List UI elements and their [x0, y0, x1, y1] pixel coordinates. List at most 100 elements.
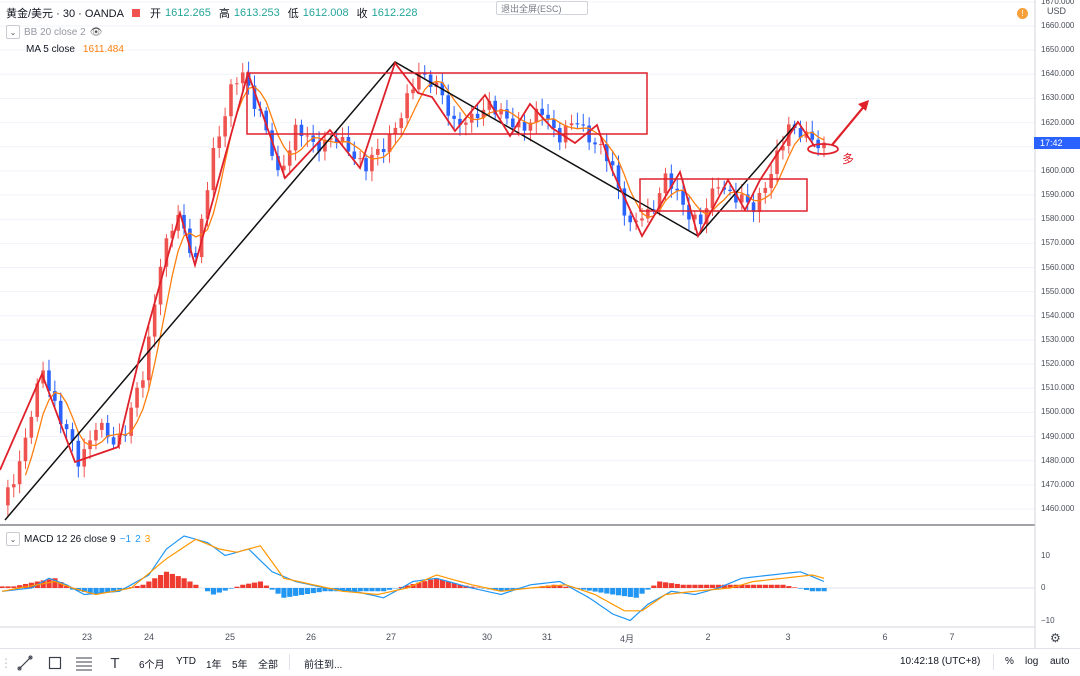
macd-histogram-bar	[645, 588, 650, 590]
price-tick-label: 1460.000	[1041, 504, 1074, 513]
candle-body	[664, 173, 668, 193]
price-tick-label: 1580.000	[1041, 214, 1074, 223]
percent-toggle[interactable]: %	[1005, 656, 1014, 667]
macd-tick-label: 0	[1041, 583, 1045, 592]
macd-histogram-bar	[769, 585, 774, 588]
candle-body	[112, 437, 116, 444]
alert-icon[interactable]: !	[1017, 8, 1028, 19]
range-1y-button[interactable]: 1年	[206, 656, 222, 671]
candle-body	[12, 484, 16, 487]
range-6m-button[interactable]: 6个月	[139, 656, 165, 671]
macd-histogram-bar	[434, 578, 439, 588]
date-tick-label: 24	[144, 632, 154, 642]
macd-histogram-bar	[792, 587, 797, 588]
user-drawings[interactable]	[0, 62, 869, 520]
macd-histogram-bar	[639, 588, 644, 594]
macd-histogram-bar	[228, 588, 233, 589]
macd-histogram-bar	[692, 585, 697, 588]
macd-histogram-bar	[375, 588, 380, 591]
clock-display[interactable]: 10:42:18 (UTC+8)	[900, 656, 980, 667]
ma-legend[interactable]: MA 5 close 1611.484	[26, 44, 124, 55]
macd-histogram-bar	[205, 588, 210, 591]
macd-histogram-bar	[11, 586, 16, 588]
macd-histogram-bar	[364, 588, 369, 591]
red-arrow-line	[832, 104, 866, 145]
range-5y-button[interactable]: 5年	[232, 656, 248, 671]
macd-value-3: 3	[145, 534, 151, 545]
ohlc-open-label: 开	[150, 5, 161, 21]
candle-body	[229, 84, 233, 116]
macd-histogram-bar	[211, 588, 216, 595]
range-ytd-button[interactable]: YTD	[176, 656, 196, 667]
annotation-text: 多	[842, 150, 854, 167]
candle-body	[411, 89, 415, 93]
ohlc-open-value: 1612.265	[165, 7, 211, 19]
macd-histogram-bar	[305, 588, 310, 594]
ohlc-high-label: 高	[219, 5, 230, 21]
date-tick-label: 3	[785, 632, 790, 642]
date-tick-label: 23	[82, 632, 92, 642]
currency-label[interactable]: USD	[1047, 6, 1066, 16]
price-tick-label: 1660.000	[1041, 21, 1074, 30]
current-price-label: 17:42	[1034, 137, 1080, 149]
current-price-time: 17:42	[1040, 138, 1063, 148]
macd-collapse-icon[interactable]: ⌄	[6, 532, 20, 546]
macd-histogram-bar	[593, 588, 598, 592]
macd-histogram-bar	[381, 588, 386, 591]
macd-histogram-bar	[187, 582, 192, 589]
ohlc-high-value: 1613.253	[234, 7, 280, 19]
macd-tick-label: 10	[1041, 551, 1050, 560]
text-tool-icon[interactable]: T	[106, 654, 124, 672]
trendline-tool-icon[interactable]	[16, 654, 34, 672]
flag-icon[interactable]	[132, 9, 140, 17]
candle-body	[570, 123, 574, 125]
toolbar-divider	[289, 654, 290, 670]
auto-toggle[interactable]: auto	[1050, 656, 1069, 667]
ohlc-low-value: 1612.008	[303, 7, 349, 19]
macd-histogram-bar	[158, 575, 163, 588]
candle-body	[728, 190, 732, 191]
macd-histogram-bar	[240, 585, 245, 588]
ma-line	[26, 81, 825, 475]
bb-legend[interactable]: ⌄ BB 20 close 2 👁	[6, 25, 102, 39]
candle-body	[135, 388, 139, 408]
candle-body	[640, 218, 644, 220]
eye-hidden-icon[interactable]: 👁	[90, 27, 103, 38]
price-tick-label: 1600.000	[1041, 166, 1074, 175]
candle-body	[758, 193, 762, 212]
ma-label: MA 5 close	[26, 44, 75, 55]
macd-histogram-bar	[5, 586, 10, 588]
gear-icon[interactable]: ⚙	[1050, 631, 1061, 645]
range-all-button[interactable]: 全部	[258, 656, 278, 671]
date-tick-label: 26	[306, 632, 316, 642]
macd-histogram-bar	[46, 579, 51, 588]
fib-tool-icon[interactable]	[75, 654, 93, 672]
grid	[0, 2, 1035, 509]
candle-body	[94, 430, 98, 440]
goto-date-button[interactable]: 前往到...	[304, 656, 342, 671]
macd-histogram-bar	[193, 585, 198, 588]
price-tick-label: 1520.000	[1041, 359, 1074, 368]
macd-histogram-bar	[751, 585, 756, 588]
price-tick-label: 1510.000	[1041, 383, 1074, 392]
candle-body	[217, 136, 221, 147]
macd-legend[interactable]: ⌄ MACD 12 26 close 9 −1 2 3	[6, 532, 150, 546]
rectangle-tool-icon[interactable]	[46, 654, 64, 672]
macd-line	[2, 536, 824, 621]
drag-handle-icon[interactable]: ⋮	[3, 654, 9, 672]
bb-collapse-icon[interactable]: ⌄	[6, 25, 20, 39]
candle-body	[358, 158, 362, 159]
macd-histogram-bar	[822, 588, 827, 591]
macd-histogram-bar	[217, 588, 222, 593]
macd-value-2: 2	[135, 534, 141, 545]
date-tick-label: 31	[542, 632, 552, 642]
log-toggle[interactable]: log	[1025, 656, 1038, 667]
macd-histogram-bar	[258, 582, 263, 589]
bottom-toolbar: ⋮ T 6个月 YTD 1年 5年 全部 前往到... 10:42:18 (UT…	[0, 648, 1080, 676]
macd-histogram-bar	[686, 585, 691, 588]
exit-fullscreen-button[interactable]: 退出全屏(ESC)	[496, 1, 588, 15]
macd-pane	[0, 536, 1035, 621]
candle-body	[18, 461, 22, 484]
